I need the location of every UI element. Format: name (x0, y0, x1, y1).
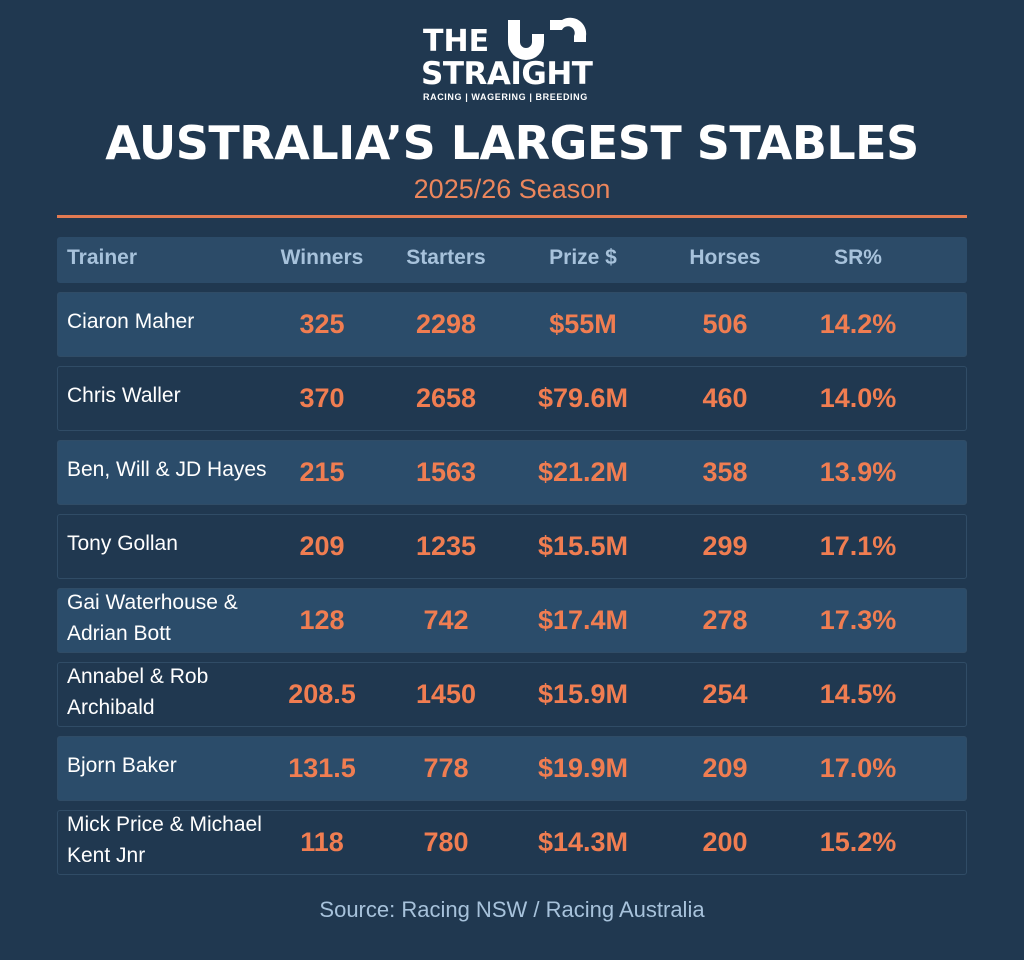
column-header: Prize $ (549, 246, 617, 269)
cell-value: 209 (299, 531, 345, 561)
cell-value: 2658 (415, 383, 477, 413)
subtitle: 2025/26 Season (413, 174, 611, 204)
cell-value: 358 (702, 457, 748, 487)
cell-value: 17.1% (819, 531, 897, 561)
table-row (57, 810, 967, 875)
cell-value: $21.2M (537, 457, 629, 487)
column-header: Horses (689, 246, 761, 269)
trainer-name: Tony Gollan (67, 532, 178, 555)
trainer-name: Gai Waterhouse & Adrian Bott (67, 590, 238, 645)
cell-value: 778 (423, 753, 469, 783)
cell-value: 13.9% (819, 457, 897, 487)
cell-value: 254 (702, 679, 748, 709)
cell-value: 215 (299, 457, 345, 487)
table-row (57, 292, 967, 357)
logo-mark (508, 17, 587, 60)
cell-value: $79.6M (537, 383, 629, 413)
cell-value: $55M (549, 309, 617, 339)
logo-text: THE (423, 24, 490, 59)
source: Source: Racing NSW / Racing Australia (319, 897, 705, 922)
cell-value: 17.0% (819, 753, 897, 783)
title: AUSTRALIA’S LARGEST STABLES (105, 116, 919, 170)
table-row (57, 366, 967, 431)
cell-value: 1450 (415, 679, 477, 709)
column-header: SR% (834, 246, 882, 269)
cell-value: $15.5M (537, 531, 629, 561)
cell-value: 742 (423, 605, 469, 635)
table-row (57, 662, 967, 727)
column-header: Trainer (67, 246, 138, 269)
cell-value: $15.9M (537, 679, 629, 709)
table-row (57, 514, 967, 579)
header-row (57, 237, 967, 283)
trainer-name: Mick Price & Michael Kent Jnr (67, 812, 262, 867)
cell-value: 14.5% (819, 679, 897, 709)
cell-value: 208.5 (288, 679, 356, 709)
cell-value: 128 (299, 605, 345, 635)
cell-value: 2298 (415, 309, 477, 339)
cell-value: $14.3M (537, 827, 629, 857)
table-row (57, 440, 967, 505)
cell-value: 370 (299, 383, 345, 413)
cell-value: 200 (702, 827, 748, 857)
cell-value: 460 (702, 383, 748, 413)
trainer-name: Ciaron Maher (67, 310, 195, 333)
cell-value: 780 (423, 827, 469, 857)
column-header: Winners (280, 246, 364, 269)
cell-value: 209 (702, 753, 748, 783)
cell-value: 14.2% (819, 309, 897, 339)
cell-value: 118 (300, 827, 344, 857)
cell-value: 15.2% (819, 827, 897, 857)
trainer-name: Bjorn Baker (67, 754, 177, 777)
cell-value: 325 (299, 309, 345, 339)
trainer-name: Chris Waller (67, 384, 181, 407)
cell-value: 1235 (415, 531, 477, 561)
table-row (57, 588, 967, 653)
table-row (57, 736, 967, 801)
trainer-name: Annabel & Rob Archibald (67, 664, 209, 719)
cell-value: 278 (702, 605, 748, 635)
cell-value: 506 (702, 309, 748, 339)
column-header: Starters (406, 246, 486, 269)
cell-value: $17.4M (537, 605, 629, 635)
cell-value: 131.5 (288, 753, 356, 783)
cell-value: 17.3% (819, 605, 897, 635)
trainer-name: Ben, Will & JD Hayes (67, 458, 267, 481)
logo-tagline: RACING | WAGERING | BREEDING (423, 92, 588, 102)
logo-text: STRAIGHT (421, 56, 593, 92)
divider (57, 215, 967, 218)
cell-value: 1563 (415, 457, 477, 487)
cell-value: $19.9M (537, 753, 629, 783)
cell-value: 299 (702, 531, 748, 561)
cell-value: 14.0% (819, 383, 897, 413)
